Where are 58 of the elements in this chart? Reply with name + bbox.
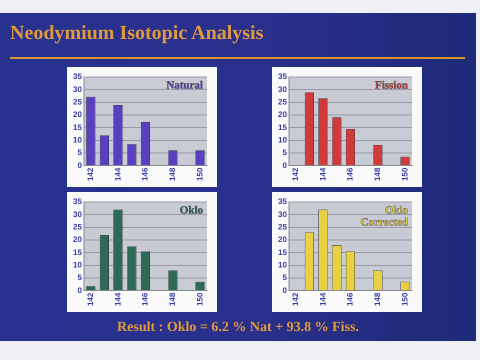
x-tick-label: 150 <box>195 292 204 306</box>
x-tick-label: 142 <box>86 167 95 182</box>
text: Neodymium Isotopic Analysis <box>10 22 264 45</box>
y-tick-label: 25 <box>278 98 288 107</box>
x-tick-label: 150 <box>400 292 410 306</box>
text: Oklo Corrected <box>360 204 408 228</box>
x-tick-label: 146 <box>346 167 355 182</box>
x-tick-label: 144 <box>113 292 122 306</box>
y-tick-label: 30 <box>72 84 82 94</box>
y-tick-label: 15 <box>278 122 288 132</box>
y-tick-label: 5 <box>77 148 82 158</box>
y-tick-label: 0 <box>282 160 288 170</box>
y-tick-label: 15 <box>278 248 288 257</box>
y-tick-label: 0 <box>77 286 82 295</box>
y-tick-label: 5 <box>282 148 288 158</box>
chart-title: Fission <box>374 79 408 92</box>
y-tick-label: 10 <box>72 260 82 270</box>
x-tick-label: 148 <box>168 292 178 306</box>
y-tick-label: 35 <box>278 72 288 82</box>
y-tick-label: 10 <box>278 260 288 270</box>
y-tick-label: 15 <box>72 248 82 257</box>
y-tick-label: 0 <box>282 286 288 295</box>
x-tick-label: 142 <box>290 292 300 306</box>
y-tick-label: 35 <box>278 197 288 206</box>
y-tick-label: 15 <box>72 122 82 132</box>
x-tick-label: 148 <box>373 292 382 306</box>
x-tick-label: 144 <box>318 167 328 182</box>
y-tick-label: 5 <box>77 273 82 282</box>
y-tick-label: 10 <box>72 136 82 145</box>
y-tick-label: 0 <box>77 160 82 170</box>
y-tick-label: 20 <box>278 110 288 120</box>
y-tick-label: 25 <box>278 222 288 232</box>
y-tick-label: 20 <box>278 235 288 244</box>
y-tick-label: 25 <box>72 98 82 107</box>
x-tick-label: 146 <box>140 167 150 182</box>
chart-title: Oklo <box>180 204 204 216</box>
x-tick-label: 142 <box>86 292 95 306</box>
y-tick-label: 30 <box>278 210 288 219</box>
y-tick-label: 30 <box>72 210 82 219</box>
x-tick-label: 150 <box>195 167 204 182</box>
y-tick-label: 20 <box>72 235 82 244</box>
y-tick-label: 25 <box>72 222 82 232</box>
x-tick-label: 148 <box>168 167 178 182</box>
y-tick-label: 20 <box>72 110 82 120</box>
y-tick-label: 10 <box>278 136 288 145</box>
chart-title: Natural <box>166 79 203 92</box>
y-tick-label: 35 <box>72 72 82 82</box>
y-tick-label: 35 <box>72 197 82 206</box>
x-tick-label: 146 <box>140 292 150 306</box>
x-tick-label: 142 <box>290 167 300 182</box>
x-tick-label: 148 <box>373 167 382 182</box>
text: Result : Oklo = 6.2 % Nat + 93.8 % Fiss. <box>116 320 360 336</box>
y-tick-label: 30 <box>278 84 288 94</box>
x-tick-label: 144 <box>113 167 122 182</box>
y-tick-label: 5 <box>282 273 288 282</box>
x-tick-label: 146 <box>346 292 355 306</box>
x-tick-label: 150 <box>400 167 410 182</box>
x-tick-label: 144 <box>318 292 328 306</box>
